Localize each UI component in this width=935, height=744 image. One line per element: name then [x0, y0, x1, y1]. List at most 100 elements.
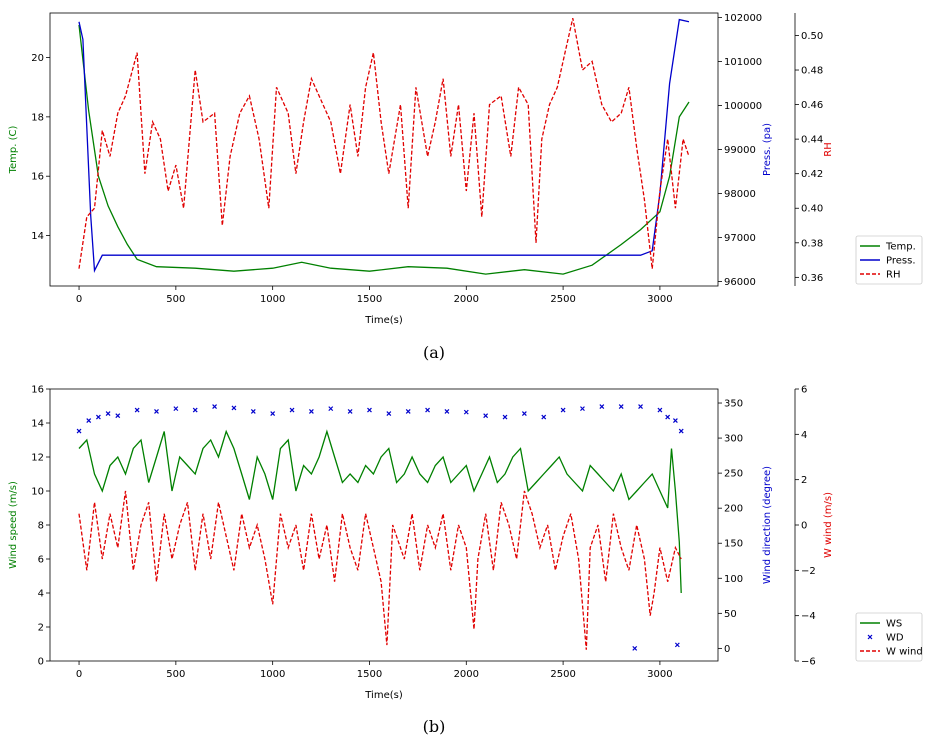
series-wd-point — [502, 414, 508, 420]
y-tick-label: 50 — [724, 609, 737, 620]
series-wd-point — [657, 407, 663, 413]
y-tick-label: 100000 — [724, 101, 762, 112]
plot-area — [76, 404, 684, 651]
figure-caption: (a) — [423, 343, 445, 362]
y-axis-label-rh: RH — [823, 142, 834, 156]
series-wd-point — [134, 407, 140, 413]
legend-box — [855, 235, 923, 285]
x-tick-label: 1000 — [260, 669, 285, 680]
y-tick-label: 6 — [801, 385, 807, 396]
y-tick-label: 8 — [38, 521, 44, 532]
series-press--line — [78, 18, 690, 273]
series-wd-point — [115, 413, 121, 419]
y-tick-label: 4 — [801, 430, 807, 441]
series-wd-point — [599, 404, 605, 409]
y-tick-label: 250 — [724, 469, 743, 480]
x-tick-label: 1500 — [357, 669, 382, 680]
series-wd-point — [386, 411, 392, 416]
figure-caption: (b) — [423, 717, 446, 736]
series-wd-point — [405, 409, 411, 414]
series-wd-point — [580, 406, 585, 412]
x-tick-label: 1000 — [260, 294, 285, 305]
x-tick-label: 3000 — [647, 669, 672, 680]
series-wd-point — [678, 428, 684, 434]
y-tick-label: 0.46 — [801, 100, 823, 111]
y-tick-label: 2 — [38, 623, 44, 634]
y-tick-label: −6 — [801, 657, 816, 668]
series-wd-point — [665, 414, 671, 420]
legend-label-temp-: Temp. — [885, 242, 916, 253]
y-tick-label: 0.42 — [801, 169, 823, 180]
y-tick-label: 0.36 — [801, 273, 823, 284]
series-temp--line — [78, 24, 690, 275]
series-wd-point — [367, 407, 372, 413]
legend-label-rh: RH — [886, 270, 900, 281]
y-tick-label: 6 — [38, 555, 44, 566]
x-tick-label: 2000 — [454, 669, 479, 680]
series-wd-point — [192, 407, 198, 413]
y-tick-label: 100 — [724, 574, 743, 585]
series-wd-point — [86, 418, 92, 423]
series-wd-point — [638, 404, 643, 409]
y-tick-label: 4 — [38, 589, 44, 600]
series-wd-point — [632, 645, 638, 651]
x-tick-label: 1500 — [357, 294, 382, 305]
series-wd-point — [483, 413, 489, 419]
y-tick-label: −2 — [801, 566, 816, 577]
y-tick-label: 16 — [31, 385, 44, 396]
series-wd-point — [308, 409, 314, 414]
y-axis-label-temp: Temp. (C) — [8, 126, 19, 175]
legend-label-wd: WD — [886, 633, 904, 644]
y-tick-label: 0.44 — [801, 135, 823, 146]
series-rh-line — [78, 18, 690, 269]
y-tick-label: −4 — [801, 611, 816, 622]
series-wd-point — [560, 407, 566, 413]
y-tick-label: 99000 — [724, 145, 756, 156]
plot-area — [78, 18, 690, 275]
series-w-wind-line — [78, 490, 682, 650]
series-wd-point — [212, 404, 218, 409]
y-tick-label: 300 — [724, 434, 743, 445]
y-tick-label: 98000 — [724, 189, 756, 200]
x-tick-label: 3000 — [647, 294, 672, 305]
series-wd-point — [425, 407, 430, 413]
series-wd-point — [444, 409, 450, 414]
series-wd-point — [154, 409, 159, 414]
plot-frame — [49, 12, 719, 287]
series-wd-point — [463, 409, 469, 415]
y-tick-label: 18 — [31, 112, 44, 123]
y-tick-label: 101000 — [724, 57, 762, 68]
y-tick-label: 0.48 — [801, 66, 823, 77]
series-wd-point — [76, 428, 82, 434]
y-tick-label: 102000 — [724, 13, 762, 24]
y-tick-label: 0.40 — [801, 204, 823, 215]
y-tick-label: 12 — [31, 453, 44, 464]
x-tick-label: 0 — [76, 294, 82, 305]
legend-label-w-wind: W wind — [886, 647, 923, 658]
y-tick-label: 0.38 — [801, 238, 823, 249]
x-tick-label: 0 — [76, 669, 82, 680]
y-axis-label-ww: W wind (m/s) — [823, 492, 834, 558]
y-axis-label-wd: Wind direction (degree) — [762, 466, 773, 584]
x-tick-label: 2500 — [550, 294, 575, 305]
y-tick-label: 10 — [31, 487, 44, 498]
chart-b: 0 500 1000 1500 2000 2500 3000Time(s)024681012… — [8, 385, 923, 737]
x-axis-label: Time(s) — [364, 315, 403, 326]
y-tick-label: 350 — [724, 399, 743, 410]
x-tick-label: 2000 — [454, 294, 479, 305]
y-tick-label: 150 — [724, 539, 743, 550]
chart-a: 0 500 1000 1500 2000 2500 3000 Time(s) 14 16 18 20 T… — [8, 12, 923, 362]
y-tick-label: 2 — [801, 475, 807, 486]
series-wd-point — [672, 418, 678, 423]
y-axis-label-ws: Wind speed (m/s) — [8, 481, 19, 569]
y-tick-label: 0 — [801, 521, 807, 532]
y-tick-label: 0.50 — [801, 31, 823, 42]
series-wd-point — [521, 411, 527, 416]
series-wd-point — [250, 409, 256, 414]
y-tick-label: 16 — [31, 172, 44, 183]
y-tick-label: 0 — [38, 657, 44, 668]
y-tick-label: 97000 — [724, 233, 756, 244]
series-wd-point — [618, 404, 624, 409]
series-wd-point — [105, 411, 111, 416]
